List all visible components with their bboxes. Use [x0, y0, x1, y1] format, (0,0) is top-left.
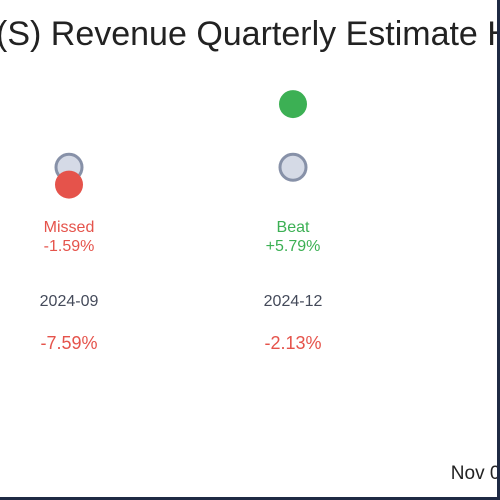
date-stamp: Nov 06: [450, 463, 500, 484]
period-label: 2024-09: [40, 293, 99, 310]
change-label: -2.13%: [264, 333, 321, 353]
period-label: 2024-12: [264, 293, 323, 310]
surprise-label: +5.79%: [266, 238, 321, 255]
status-label: Missed: [44, 219, 95, 236]
chart-title: (S) Revenue Quarterly Estimate H: [0, 15, 500, 53]
estimate-marker: [278, 152, 308, 182]
actual-marker: [279, 90, 307, 119]
status-label: Beat: [277, 219, 310, 236]
actual-marker: [55, 170, 83, 199]
change-label: -7.59%: [40, 333, 97, 353]
surprise-label: -1.59%: [44, 238, 95, 255]
